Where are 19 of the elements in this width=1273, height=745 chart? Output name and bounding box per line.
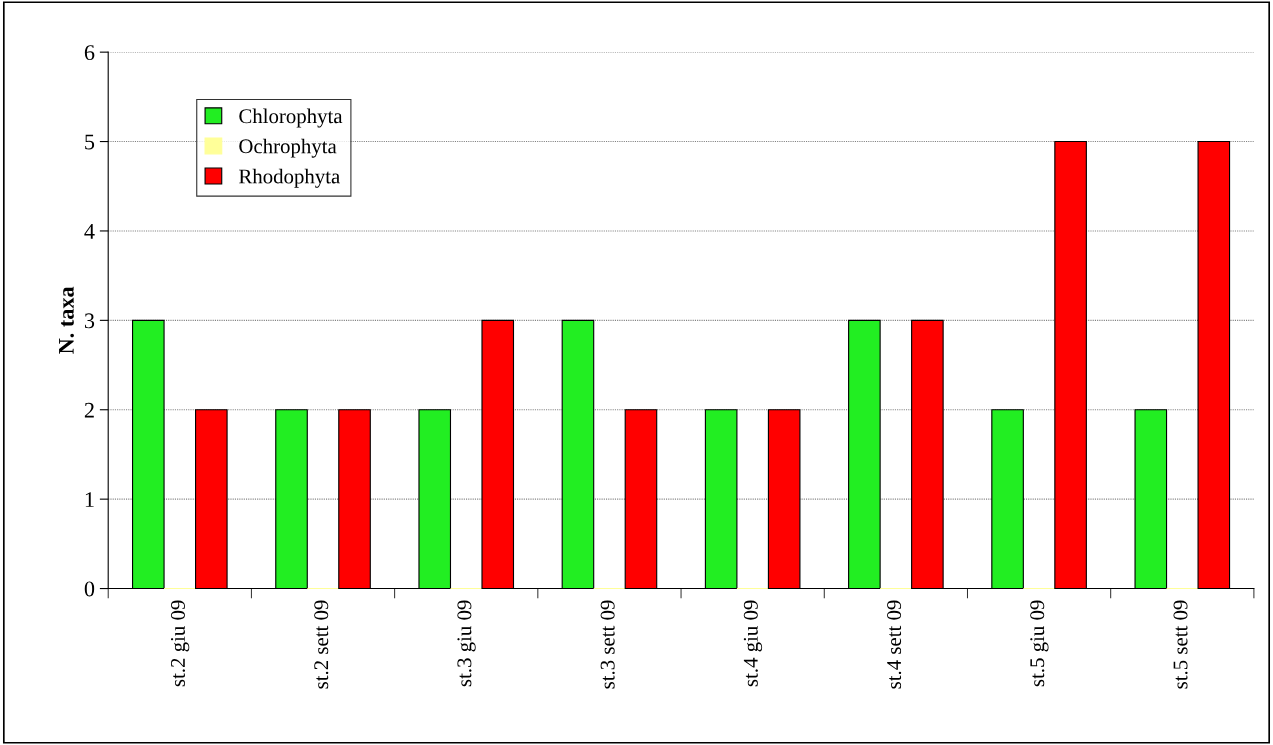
legend-label: Chlorophyta — [239, 108, 343, 128]
y-tick-label: 5 — [85, 134, 95, 150]
y-tick-label: 6 — [84, 45, 95, 61]
y-tick-label: 3 — [84, 313, 95, 329]
x-tick-label: st.5 giu 09 — [1030, 600, 1049, 687]
x-tick-label: st.2 giu 09 — [170, 600, 190, 687]
x-tick-label: st.5 sett 09 — [1173, 600, 1188, 689]
x-tick-label: st.3 sett 09 — [600, 600, 615, 689]
legend-label: Rhodophyta — [239, 168, 340, 188]
y-axis-title: N. taxa — [59, 286, 74, 354]
x-tick-label: st.4 sett 09 — [887, 600, 902, 689]
x-tick-label: st.2 sett 09 — [314, 600, 329, 689]
y-tick-label: 2 — [84, 402, 94, 418]
y-tick-label: 0 — [84, 581, 95, 597]
y-tick-label: 1 — [85, 492, 94, 507]
x-tick-label: st.3 giu 09 — [457, 600, 476, 687]
x-tick-label: st.4 giu 09 — [743, 600, 763, 687]
legend-label: Ochrophyta — [239, 138, 337, 158]
y-tick-label: 4 — [84, 224, 95, 239]
